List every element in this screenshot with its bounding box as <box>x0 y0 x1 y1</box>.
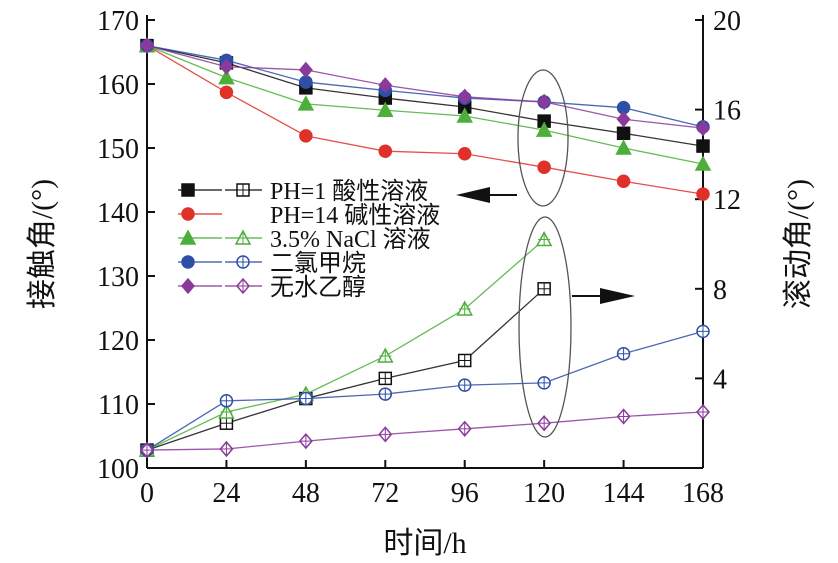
series-marks <box>138 37 712 459</box>
series-line-contact_angle <box>146 44 704 165</box>
x-tick-label: 120 <box>523 478 565 509</box>
legend-label: 3.5% NaCl 溶液 <box>270 226 431 253</box>
series-line-sliding_angle <box>146 239 545 451</box>
data-point-contact_angle <box>537 160 551 174</box>
data-point-contact_angle <box>616 174 631 189</box>
series-line-contact_angle <box>146 44 704 129</box>
highlight-ellipse-upper <box>517 69 569 207</box>
data-point-contact_angle <box>457 88 472 105</box>
y-tick-label-left: 100 <box>97 454 139 485</box>
data-point-contact_angle <box>696 187 710 201</box>
data-point-contact_angle <box>377 101 394 117</box>
y-tick-label-right: 20 <box>713 6 741 37</box>
data-point-contact_angle <box>299 129 313 143</box>
x-tick-label: 96 <box>451 478 479 509</box>
data-point-contact_angle <box>456 107 473 123</box>
x-tick-label: 168 <box>682 478 724 509</box>
data-point-contact_angle <box>140 37 154 54</box>
series-line-contact_angle <box>146 44 704 128</box>
data-point-contact_angle <box>616 126 631 141</box>
tick-labels: 0 24 48 72 96 120 144 1681001101201301401501601… <box>97 6 741 509</box>
y-tick-label-left: 140 <box>97 198 139 229</box>
data-point-contact_angle <box>218 69 235 85</box>
legend-label: PH=14 碱性溶液 <box>270 202 440 229</box>
x-tick-label: 48 <box>292 478 320 509</box>
y-tick-label-left: 120 <box>97 326 139 357</box>
data-point-contact_angle <box>378 77 393 94</box>
data-point-contact_angle <box>219 58 234 75</box>
data-point-contact_angle <box>537 93 552 111</box>
arrow-right-icon <box>572 288 635 304</box>
highlight-ellipse-lower <box>518 216 572 438</box>
axes <box>146 15 704 469</box>
data-point-contact_angle <box>378 144 393 158</box>
y-tick-label-left: 150 <box>97 134 139 165</box>
data-point-contact_angle <box>297 95 315 111</box>
x-tick-label: 72 <box>371 478 399 509</box>
x-tick-label: 0 <box>140 478 154 509</box>
x-tick-label: 24 <box>212 478 240 509</box>
data-point-contact_angle <box>694 155 712 171</box>
y-tick-label-left: 160 <box>97 70 139 101</box>
legend-marker-filled <box>179 229 197 245</box>
y-axis-label-right: 滚动角/(°) <box>782 179 815 309</box>
legend-label: 二氯甲烷 <box>270 250 366 277</box>
legend-label: 无水乙醇 <box>270 274 366 301</box>
y-tick-label-right: 4 <box>713 364 727 395</box>
series-line-sliding_angle <box>146 330 704 451</box>
series-line-sliding_angle <box>146 411 704 451</box>
annotations <box>456 69 635 438</box>
legend-marker-filled <box>181 207 195 221</box>
y-tick-label-left: 170 <box>97 6 139 37</box>
legend-marker-filled <box>181 255 195 269</box>
series-line-contact_angle <box>146 45 704 195</box>
y-tick-label-right: 12 <box>713 185 741 216</box>
x-axis-label: 时间/h <box>383 527 466 559</box>
arrow-left-icon <box>456 187 517 203</box>
data-point-contact_angle <box>615 139 632 155</box>
y-axis-label-left: 接触角/(°) <box>26 179 59 309</box>
y-tick-label-right: 16 <box>713 96 741 127</box>
y-tick-label-left: 110 <box>98 390 139 421</box>
series-line-sliding_angle <box>146 288 545 451</box>
x-tick-label: 144 <box>603 478 645 509</box>
legend-marker-filled <box>181 277 195 295</box>
data-point-contact_angle <box>535 121 553 137</box>
y-tick-label-left: 130 <box>97 262 139 293</box>
data-point-contact_angle <box>457 147 472 161</box>
data-point-contact_angle <box>696 139 710 153</box>
legend-marker-filled <box>181 183 195 197</box>
data-point-contact_angle <box>696 120 710 137</box>
data-point-contact_angle <box>298 61 313 79</box>
data-point-contact_angle <box>616 111 631 128</box>
legend-label: PH=1 酸性溶液 <box>270 178 428 205</box>
data-point-contact_angle <box>219 85 234 100</box>
y-tick-label-right: 8 <box>713 275 727 306</box>
